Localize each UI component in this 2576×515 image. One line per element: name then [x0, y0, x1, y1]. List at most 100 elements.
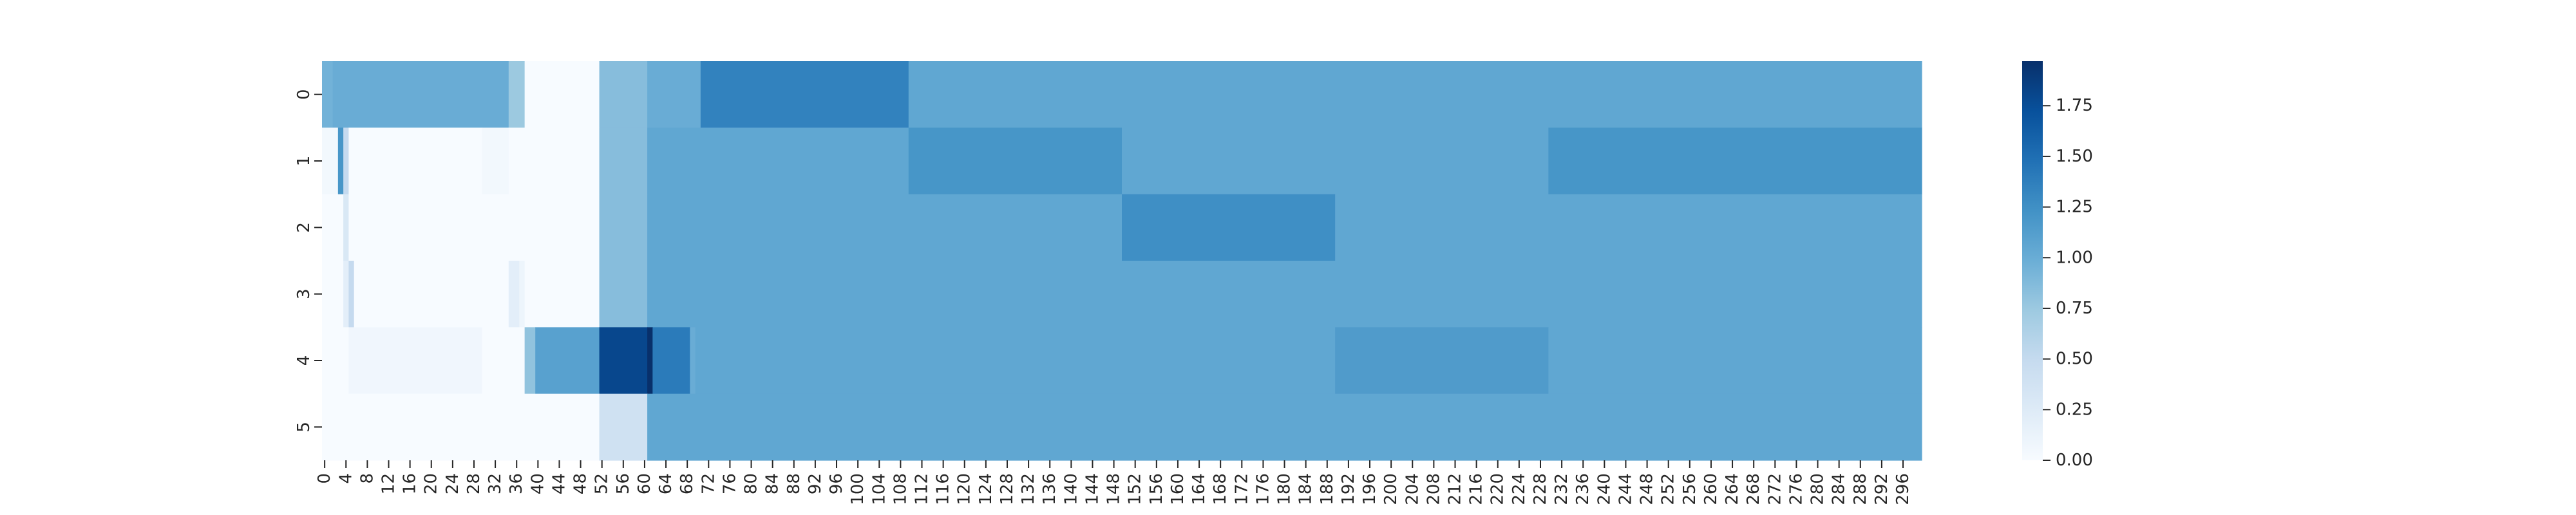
- y-tick-label: 2: [294, 222, 314, 233]
- heatmap-cell: [647, 61, 701, 128]
- heatmap-cell: [482, 127, 509, 195]
- heatmap-cell: [508, 127, 600, 195]
- y-tick-label: 5: [294, 422, 314, 433]
- heatmap-cell: [332, 61, 509, 128]
- x-tick-label: 200: [1381, 473, 1401, 505]
- x-tick-label: 4: [336, 473, 355, 484]
- colorbar-tick-label: 1.25: [2056, 198, 2093, 217]
- x-tick-label: 8: [357, 473, 377, 484]
- x-tick-label: 164: [1189, 473, 1209, 505]
- x-tick-label: 152: [1126, 473, 1145, 505]
- x-tick-label: 100: [848, 473, 867, 505]
- x-tick-label: 108: [891, 473, 910, 505]
- x-tick-label: 260: [1701, 473, 1721, 505]
- heatmap-cell: [535, 327, 600, 395]
- x-tick-label: 240: [1595, 473, 1614, 505]
- colorbar-tick-label: 1.00: [2056, 248, 2093, 267]
- heatmap-cell: [354, 261, 509, 328]
- x-tick-label: 172: [1232, 473, 1251, 505]
- y-tick-label: 4: [294, 355, 314, 366]
- x-tick-label: 20: [422, 473, 441, 494]
- x-tick-label: 204: [1403, 473, 1422, 505]
- x-tick-label: 160: [1168, 473, 1188, 505]
- x-tick-label: 268: [1744, 473, 1763, 505]
- x-tick-label: 40: [528, 473, 547, 494]
- x-tick-label: 140: [1061, 473, 1081, 505]
- x-tick-label: 232: [1552, 473, 1571, 505]
- x-tick-label: 192: [1339, 473, 1358, 505]
- x-tick-label: 76: [720, 473, 739, 494]
- colorbar-tick-label: 0.25: [2056, 400, 2093, 419]
- x-tick-label: 208: [1424, 473, 1443, 505]
- heatmap-cell: [700, 61, 909, 128]
- colorbar-tick-label: 0.00: [2056, 451, 2093, 470]
- x-tick-label: 264: [1723, 473, 1742, 505]
- y-tick-label: 3: [294, 288, 314, 299]
- heatmap-cell: [1335, 194, 1922, 261]
- x-tick-label: 96: [827, 473, 846, 494]
- x-tick-label: 184: [1296, 473, 1316, 505]
- colorbar: 0.00 0.25 0.50 0.75 1.00 1.25 1.50 1.75: [2022, 61, 2093, 470]
- x-tick-label: 24: [443, 473, 462, 494]
- x-tick-label: 80: [742, 473, 761, 494]
- x-tick-label: 296: [1893, 473, 1913, 505]
- heatmap-cell: [599, 194, 648, 261]
- heatmap-cell: [690, 327, 696, 395]
- x-tick-label: 248: [1638, 473, 1657, 505]
- x-tick-label: 292: [1872, 473, 1891, 505]
- heatmap-cell: [343, 261, 349, 328]
- x-tick-label: 32: [486, 473, 505, 494]
- heatmap-cell: [519, 261, 526, 328]
- x-tick-label: 52: [592, 473, 612, 494]
- colorbar-gradient: [2022, 61, 2043, 460]
- x-tick-label: 84: [763, 473, 782, 494]
- heatmap-cell: [524, 261, 600, 328]
- colorbar-tick-label: 0.75: [2056, 299, 2093, 318]
- heatmap-cell: [348, 327, 482, 395]
- x-tick-label: 252: [1659, 473, 1678, 505]
- heatmap-cell: [348, 127, 482, 195]
- heatmap-cell: [1548, 127, 1922, 195]
- colorbar-tick-label: 0.50: [2056, 350, 2093, 369]
- x-tick-label: 0: [315, 473, 334, 484]
- x-tick-label: 180: [1275, 473, 1294, 505]
- x-tick-label: 116: [934, 473, 953, 505]
- heatmap-cell: [322, 393, 600, 461]
- y-tick-label: 0: [294, 89, 314, 100]
- x-tick-label: 120: [955, 473, 974, 505]
- heatmap-cell: [322, 61, 334, 128]
- heatmap-cells: [322, 61, 1922, 461]
- x-tick-label: 92: [806, 473, 825, 494]
- x-tick-label: 132: [1019, 473, 1038, 505]
- heatmap-cell: [652, 327, 690, 395]
- y-tick-label: 1: [294, 156, 314, 167]
- heatmap-cell: [1548, 327, 1922, 395]
- x-tick-label: 56: [614, 473, 633, 494]
- x-tick-label: 168: [1211, 473, 1230, 505]
- heatmap-cell: [908, 127, 1122, 195]
- x-tick-label: 28: [464, 473, 484, 494]
- heatmap-cell: [599, 393, 648, 461]
- x-tick-label: 124: [976, 473, 996, 505]
- heatmap-cell: [343, 127, 349, 195]
- heatmap-cell: [343, 194, 349, 261]
- heatmap-cell: [599, 327, 648, 395]
- heatmap-cell: [647, 327, 653, 395]
- heatmap-cell: [695, 327, 1336, 395]
- x-tick-label: 148: [1104, 473, 1124, 505]
- x-tick-label: 256: [1680, 473, 1700, 505]
- heatmap-cell: [508, 261, 520, 328]
- x-tick-label: 216: [1467, 473, 1486, 505]
- x-tick-label: 288: [1851, 473, 1870, 505]
- x-tick-label: 72: [699, 473, 718, 494]
- heatmap-cell: [337, 127, 344, 195]
- x-tick-label: 12: [379, 473, 399, 494]
- x-tick-label: 144: [1083, 473, 1102, 505]
- x-tick-label: 16: [401, 473, 420, 494]
- heatmap-cell: [322, 194, 344, 261]
- heatmap-cell: [599, 61, 648, 128]
- heatmap-cell: [322, 261, 344, 328]
- x-tick-label: 156: [1147, 473, 1166, 505]
- x-tick-label: 220: [1488, 473, 1508, 505]
